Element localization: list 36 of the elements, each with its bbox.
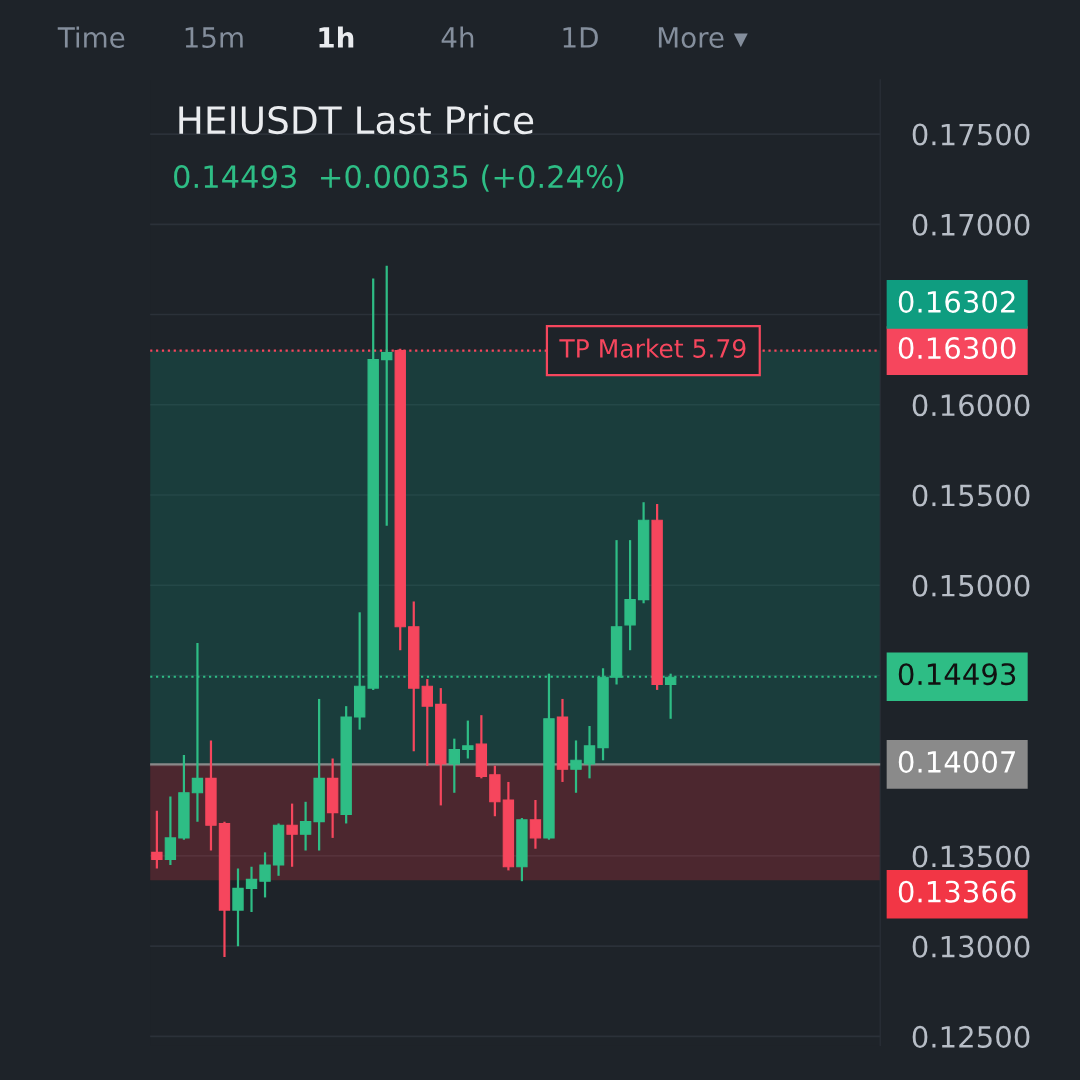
candlestick xyxy=(462,719,474,760)
text: 1D xyxy=(563,27,598,48)
ref-line-label: 0.14007 xyxy=(898,750,1015,773)
ref-line-label: 0.16300 xyxy=(898,337,1016,360)
band-label: 0.13366 xyxy=(898,880,1016,903)
candlestick xyxy=(286,802,298,868)
y-tick-label: 0.13500 xyxy=(912,845,1030,868)
candlestick xyxy=(448,737,461,794)
y-tick-label: 0.13000 xyxy=(912,935,1030,958)
text: 15m xyxy=(185,27,243,49)
text: More ▾ xyxy=(658,27,748,49)
candlestick xyxy=(570,739,582,794)
text: 1h xyxy=(319,26,354,48)
text: 0.14493 +0.00035 (+0.24%) xyxy=(174,164,624,192)
text: HEIUSDT Last Price xyxy=(179,105,534,135)
candlestick xyxy=(583,724,596,780)
text: Time xyxy=(57,26,125,49)
y-tick-label: 0.15000 xyxy=(912,574,1030,597)
candlestick xyxy=(299,800,312,852)
y-tick-label: 0.17500 xyxy=(912,123,1030,146)
candlestick xyxy=(151,809,163,870)
text: 4h xyxy=(441,26,474,48)
y-tick-label: 0.15500 xyxy=(912,484,1030,507)
band-label: 0.16302 xyxy=(898,290,1015,313)
candlestick xyxy=(529,798,542,850)
candlestick xyxy=(232,867,244,948)
y-tick-label: 0.12500 xyxy=(912,1025,1030,1048)
candlestick xyxy=(245,865,258,913)
ref-line-label: 0.14493 xyxy=(898,663,1016,686)
y-tick-label: 0.16000 xyxy=(912,394,1030,417)
candlestick xyxy=(164,795,177,867)
candlestick xyxy=(191,641,204,823)
candlestick xyxy=(381,264,393,527)
y-tick-label: 0.17000 xyxy=(912,213,1030,236)
annotation: TP Market 5.79 xyxy=(559,338,746,358)
candlestick xyxy=(259,851,271,899)
